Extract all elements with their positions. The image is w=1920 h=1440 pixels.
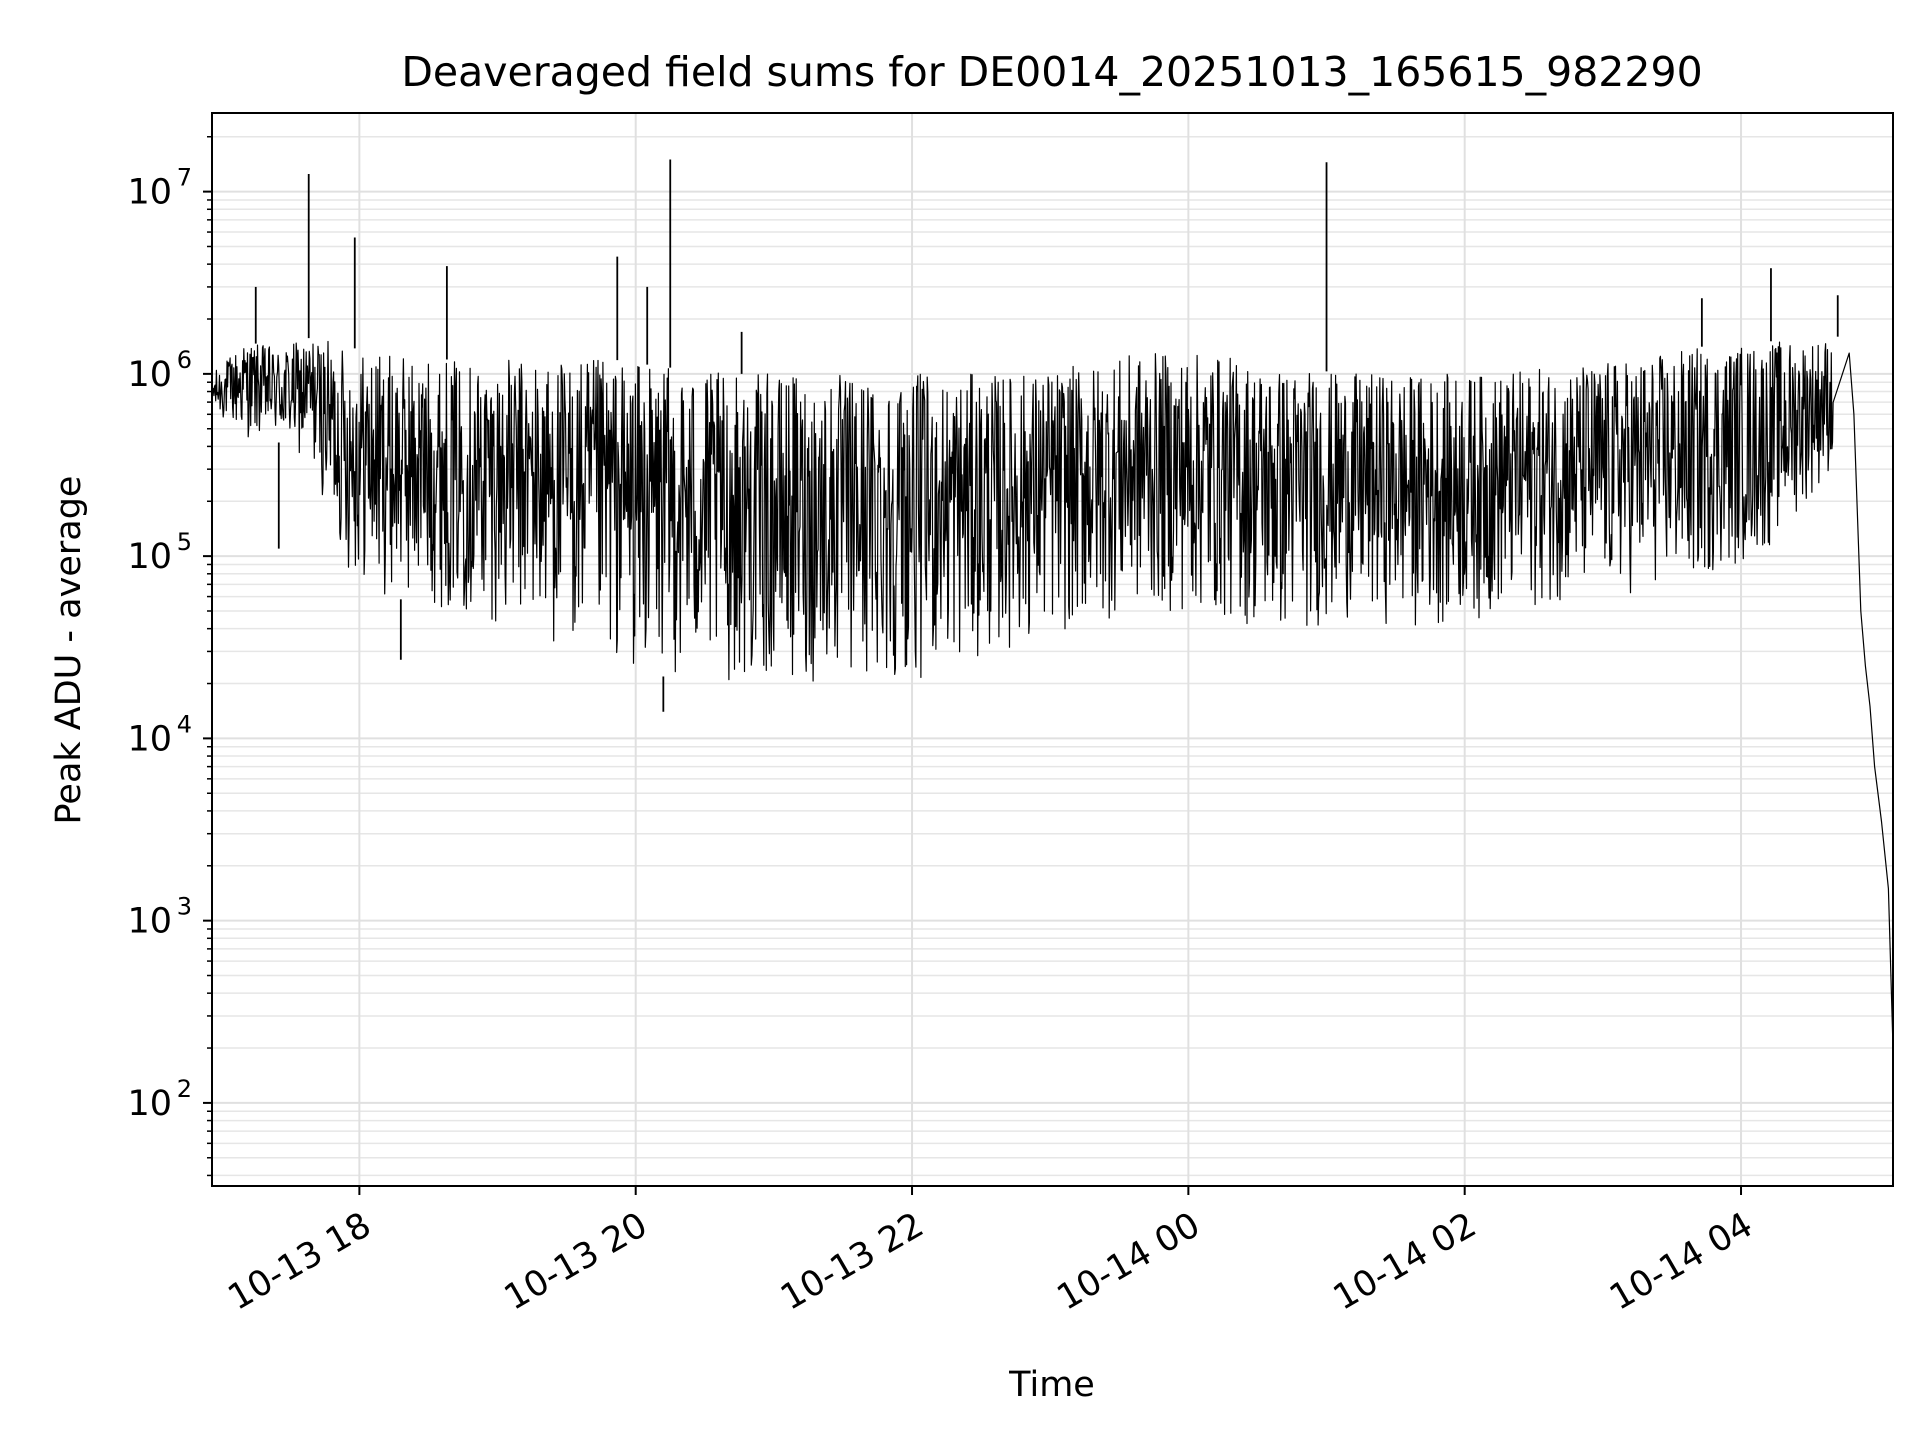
y-tick-label: 10 <box>127 1084 172 1124</box>
y-tick-exponent: 2 <box>177 1075 192 1103</box>
y-tick-label: 10 <box>127 173 172 213</box>
x-axis-label: Time <box>1008 1365 1095 1405</box>
y-tick-label: 10 <box>127 537 172 577</box>
y-tick-exponent: 3 <box>177 893 192 921</box>
y-tick-exponent: 6 <box>177 346 192 374</box>
axes-frame <box>211 112 1894 1187</box>
y-tick-label: 10 <box>127 355 172 395</box>
y-tick-exponent: 5 <box>177 528 192 556</box>
plot-area <box>211 159 1894 1049</box>
y-axis-label: Peak ADU - average <box>49 476 89 825</box>
chart-title: Deaveraged field sums for DE0014_2025101… <box>401 48 1702 96</box>
y-tick-exponent: 7 <box>177 164 192 192</box>
y-tick-label: 10 <box>127 902 172 942</box>
y-tick-exponent: 4 <box>177 710 192 738</box>
y-tick-label: 10 <box>127 719 172 759</box>
series-line <box>211 340 1894 1049</box>
